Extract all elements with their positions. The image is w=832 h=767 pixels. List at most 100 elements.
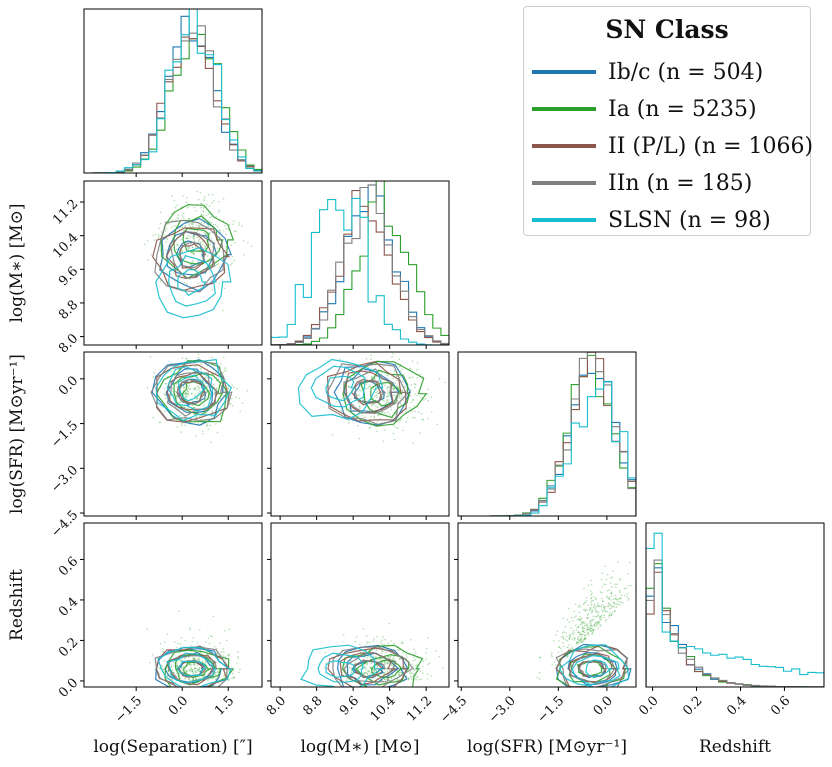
scatter-point xyxy=(401,380,404,383)
scatter-point xyxy=(168,222,170,225)
legend-entry-ibc: Ib/c (n = 504) xyxy=(532,57,763,87)
scatter-point xyxy=(211,409,214,412)
scatter-point xyxy=(581,635,584,638)
contour-slsn xyxy=(177,268,207,297)
scatter-point xyxy=(180,206,182,208)
scatter-point xyxy=(586,617,588,619)
scatter-point xyxy=(197,658,199,660)
scatter-point xyxy=(614,583,616,585)
scatter-point xyxy=(582,621,585,623)
scatter-point xyxy=(575,629,578,631)
scatter-point xyxy=(198,668,201,671)
scatter-point xyxy=(220,651,223,653)
scatter-point xyxy=(204,247,206,249)
scatter-point xyxy=(383,400,385,402)
legend-label: Ib/c (n = 504) xyxy=(608,59,764,85)
scatter-point xyxy=(361,415,363,417)
scatter-point xyxy=(386,395,388,398)
scatter-point xyxy=(188,663,190,665)
scatter-point xyxy=(184,677,186,680)
scatter-point xyxy=(396,400,399,402)
scatter-point xyxy=(618,603,621,606)
scatter-point xyxy=(195,435,198,438)
scatter-point xyxy=(190,664,193,666)
scatter-point xyxy=(613,609,616,612)
scatter-point xyxy=(589,620,591,622)
scatter-point xyxy=(202,207,205,209)
scatter-point xyxy=(590,597,593,599)
scatter-point xyxy=(623,587,626,590)
x-tick-label: 11.2 xyxy=(404,693,435,724)
scatter-point xyxy=(416,664,418,666)
scatter-point xyxy=(576,637,579,639)
scatter-point xyxy=(592,606,595,609)
scatter-point xyxy=(207,225,210,228)
scatter-point xyxy=(170,370,172,372)
scatter-point xyxy=(626,596,628,598)
scatter-point xyxy=(197,353,200,355)
y-axis-label: log(SFR) [M⊙yr⁻¹] xyxy=(7,354,27,514)
scatter-point xyxy=(590,579,593,582)
scatter-point xyxy=(591,627,593,630)
scatter-point xyxy=(579,639,581,642)
scatter-point xyxy=(626,593,628,595)
scatter-point xyxy=(392,416,394,419)
scatter-point xyxy=(222,197,225,200)
scatter-point xyxy=(183,657,186,660)
scatter-point xyxy=(376,406,379,409)
scatter-point xyxy=(191,670,194,673)
scatter-point xyxy=(571,646,573,648)
scatter-point xyxy=(587,631,590,634)
scatter-point xyxy=(193,234,196,237)
scatter-point xyxy=(568,621,571,623)
legend-swatch xyxy=(532,144,596,148)
scatter-point xyxy=(179,677,182,680)
scatter-point xyxy=(147,258,149,261)
scatter-point xyxy=(214,678,217,681)
scatter-point xyxy=(173,272,175,274)
contour-iin xyxy=(154,219,225,293)
scatter-point xyxy=(615,598,618,601)
scatter-point xyxy=(206,385,209,388)
scatter-point xyxy=(242,240,245,242)
scatter-point xyxy=(381,411,383,413)
scatter-point xyxy=(560,636,563,638)
scatter-point xyxy=(412,672,415,675)
scatter-point xyxy=(408,672,411,675)
scatter-point xyxy=(596,605,599,607)
scatter-point xyxy=(388,657,391,659)
scatter-point xyxy=(186,283,188,286)
scatter-point xyxy=(536,676,539,679)
scatter-point xyxy=(608,597,610,599)
scatter-point xyxy=(579,640,582,642)
scatter-point xyxy=(206,679,209,681)
scatter-point xyxy=(171,219,174,222)
scatter-point xyxy=(605,595,608,598)
scatter-point xyxy=(580,641,583,644)
scatter-point xyxy=(193,413,195,416)
scatter-point xyxy=(406,416,409,419)
scatter-point xyxy=(593,603,596,606)
scatter-point xyxy=(176,665,179,667)
x-tick-label: 8.8 xyxy=(300,693,325,718)
panel-sep-vs-sep xyxy=(83,8,263,177)
scatter-point xyxy=(223,370,226,372)
contour-slsn xyxy=(325,375,356,402)
scatter-point xyxy=(208,642,211,645)
scatter-point xyxy=(578,604,581,606)
scatter-point xyxy=(377,390,379,393)
legend-swatch xyxy=(532,181,596,185)
scatter-point xyxy=(387,389,389,392)
scatter-point xyxy=(381,650,384,653)
scatter-point xyxy=(424,397,427,400)
scatter-point xyxy=(380,652,383,655)
scatter-point xyxy=(163,660,166,662)
scatter-point xyxy=(214,372,217,374)
scatter-point xyxy=(581,617,583,620)
scatter-point xyxy=(438,655,440,658)
scatter-point xyxy=(165,249,167,251)
scatter-point xyxy=(586,623,588,625)
scatter-point xyxy=(598,623,601,625)
contour-ia xyxy=(341,644,424,687)
scatter-point xyxy=(589,629,591,632)
